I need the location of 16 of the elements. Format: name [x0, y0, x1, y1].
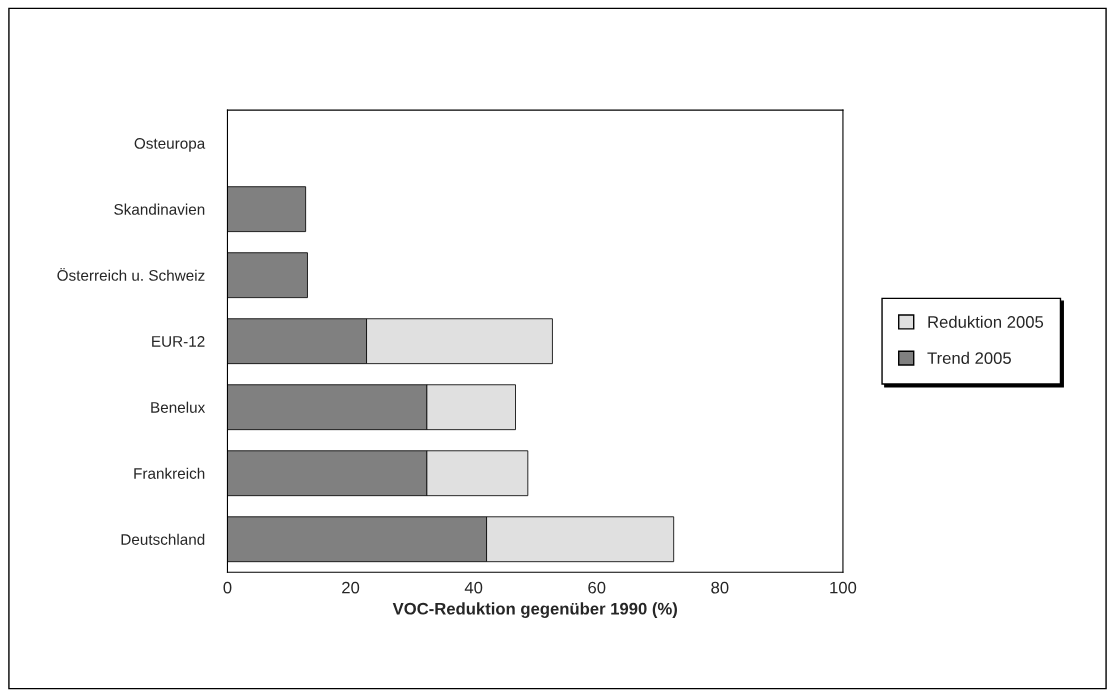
x-tick-label: 20 — [342, 581, 360, 594]
x-tick-label: 80 — [711, 581, 729, 594]
y-tick-label: Deutschland — [121, 533, 205, 545]
legend-label: Trend 2005 — [927, 351, 1011, 365]
x-tick-label: 40 — [464, 581, 483, 594]
x-tick-label: 100 — [830, 581, 857, 594]
y-tick-label: Osteuropa — [134, 138, 206, 152]
y-tick-label: Österreich u. Schweiz — [57, 267, 205, 281]
y-tick-label: Benelux — [151, 401, 206, 413]
legend-label: Reduktion 2005 — [928, 315, 1044, 328]
y-tick-label: Skandinavien — [114, 203, 205, 215]
y-tick-label: EUR-12 — [152, 336, 205, 347]
x-tick-label: 60 — [588, 581, 606, 594]
x-tick-label: 0 — [223, 581, 232, 594]
x-axis-title: VOC-Reduktion gegenüber 1990 (%) — [392, 602, 677, 618]
y-tick-label: Frankreich — [134, 467, 205, 479]
